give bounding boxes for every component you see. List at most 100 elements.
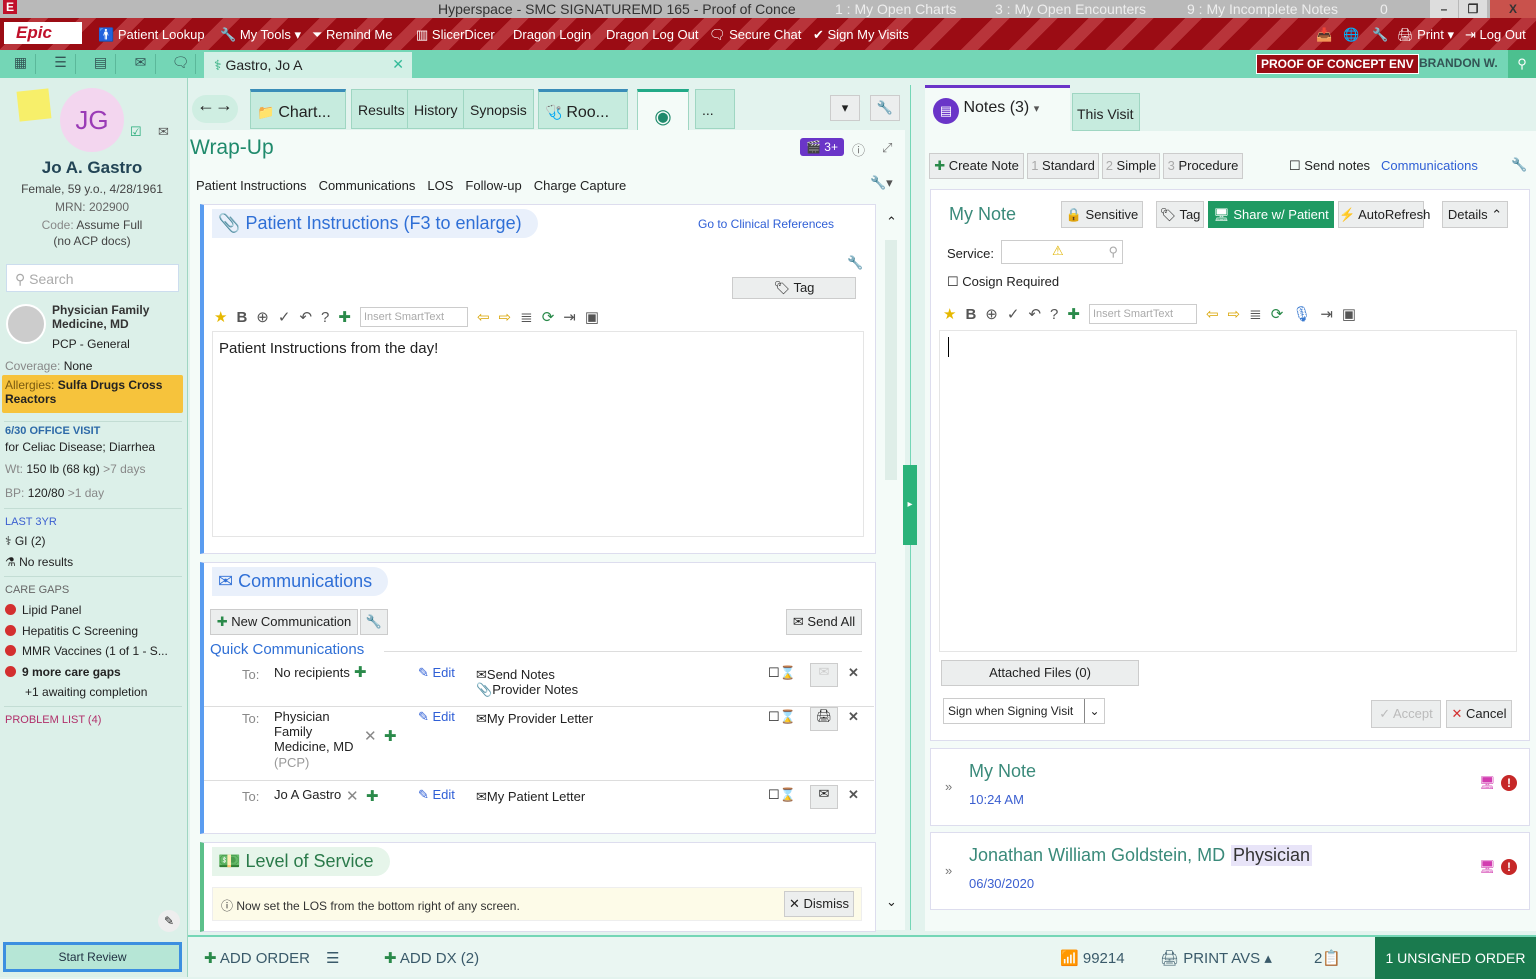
search-icon[interactable]: ⚲	[1508, 50, 1536, 78]
remove-icon[interactable]: ✕	[848, 709, 859, 724]
minimize-button[interactable]: –	[1430, 0, 1458, 18]
clipboard-count[interactable]: 2📋	[1314, 950, 1342, 967]
create-note-button[interactable]: ✚ Create Note	[929, 153, 1024, 179]
schedule-icon[interactable]: ☐⌛	[768, 787, 796, 802]
service-field[interactable]: ⚠ ⚲	[1001, 240, 1123, 264]
menu-secure-chat[interactable]: 🗨 Secure Chat	[709, 27, 802, 42]
remove-icon[interactable]: ✕	[848, 665, 859, 680]
search-icon[interactable]: ⚲	[1108, 244, 1118, 259]
close-tab-icon[interactable]: ✕	[392, 56, 404, 72]
menu-dragon-login[interactable]: Dragon Login	[513, 27, 592, 42]
patient-name[interactable]: Jo A. Gastro	[41, 158, 143, 177]
microphone-icon[interactable]: 🎙	[1292, 306, 1312, 323]
attached-files-button[interactable]: Attached Files (0)	[941, 660, 1139, 686]
template-simple-button[interactable]: 2 Simple	[1102, 153, 1160, 179]
refresh-icon[interactable]: ⟳	[541, 309, 555, 326]
help-icon[interactable]: ⓘ	[852, 143, 866, 158]
refresh-icon[interactable]: ⟳	[1270, 306, 1284, 323]
order-list-icon[interactable]: ☰	[326, 950, 340, 967]
nav-communications[interactable]: Communications	[318, 178, 416, 193]
close-window-button[interactable]: X	[1490, 0, 1536, 18]
smartlink-icon[interactable]: ?	[321, 308, 330, 326]
help-icon[interactable]: 📥	[1316, 27, 1333, 42]
wrench-icon[interactable]: 🔧	[870, 95, 900, 121]
send-all-button[interactable]: ✉ Send All	[786, 609, 862, 635]
tab-more[interactable]: ...	[695, 89, 735, 129]
note-list-item[interactable]: » Jonathan William Goldstein, MD Physici…	[930, 832, 1530, 910]
frame-icon[interactable]: ▣	[1341, 306, 1357, 323]
tag-button[interactable]: 🏷 Tag	[1156, 201, 1204, 228]
next-icon[interactable]: ⇨	[498, 309, 512, 326]
zoom-icon[interactable]: ⊕	[985, 306, 998, 323]
template-standard-button[interactable]: 1 Standard	[1027, 153, 1099, 179]
chevron-down-icon[interactable]: ⌄	[1084, 699, 1104, 723]
add-recipient-icon[interactable]: ✚	[354, 664, 367, 681]
edit-link[interactable]: ✎ Edit	[418, 709, 455, 724]
list-icon[interactable]: ≣	[520, 309, 533, 326]
expand-icon[interactable]: »	[945, 779, 953, 794]
globe-icon[interactable]: 🌐	[1343, 27, 1360, 42]
edit-pencil-icon[interactable]: ✎	[158, 910, 180, 932]
previous-icon[interactable]: ⇦	[476, 309, 490, 326]
schedule-icon[interactable]: ☐⌛	[768, 709, 796, 724]
unsigned-order-button[interactable]: 1 UNSIGNED ORDER	[1375, 937, 1536, 979]
inbox-icon[interactable]: ✉	[126, 54, 156, 74]
open-encounters-link[interactable]: 3 : My Open Encounters	[995, 1, 1146, 17]
expand-icon[interactable]: ⤢	[882, 140, 893, 155]
menu-patient-lookup[interactable]: 🚹 Patient Lookup	[98, 27, 205, 42]
cancel-button[interactable]: ✕ Cancel	[1446, 700, 1512, 728]
tabs-dropdown-icon[interactable]: ▾	[830, 95, 860, 121]
spellcheck-icon[interactable]: ✓	[1006, 306, 1020, 323]
nav-follow-up[interactable]: Follow-up	[465, 178, 522, 193]
care-gap-item[interactable]: Lipid Panel	[5, 603, 81, 617]
tag-button[interactable]: 🏷 Tag	[732, 277, 856, 299]
tab-history[interactable]: History	[407, 89, 465, 129]
sign-option-select[interactable]: Sign when Signing Visit ⌄	[943, 698, 1105, 724]
add-icon[interactable]: ✚	[1067, 306, 1080, 323]
pcp-name[interactable]: Physician Family Medicine, MD	[52, 303, 149, 331]
communications-link[interactable]: Communications	[1381, 158, 1478, 173]
wrench-icon[interactable]: 🔧	[1511, 157, 1528, 172]
spellcheck-icon[interactable]: ✓	[277, 309, 291, 326]
send-notes-checkbox[interactable]: ☐ Send notes	[1289, 158, 1371, 173]
smarttext-input[interactable]: Insert SmartText	[359, 307, 468, 327]
note-text-editor[interactable]	[939, 330, 1517, 652]
allergies-banner[interactable]: Allergies: Sulfa Drugs Cross Reactors	[2, 375, 183, 413]
details-button[interactable]: Details ⌃	[1442, 201, 1508, 228]
bold-icon[interactable]: B	[236, 308, 248, 326]
sticky-note-icon[interactable]	[16, 88, 52, 122]
smartlink-icon[interactable]: ?	[1050, 305, 1059, 323]
video-visit-badge[interactable]: 🎬 3+	[800, 138, 844, 156]
new-communication-button[interactable]: ✚ New Communication	[210, 609, 358, 635]
calendar-icon[interactable]: ▦	[6, 54, 36, 74]
autorefresh-button[interactable]: ⚡ AutoRefresh	[1338, 201, 1430, 228]
undo-icon[interactable]: ↶	[299, 309, 313, 326]
search-input[interactable]: ⚲ Search	[6, 264, 179, 292]
clinical-references-link[interactable]: Go to Clinical References	[698, 217, 835, 231]
favorite-star-icon[interactable]: ★	[943, 306, 957, 323]
add-icon[interactable]: ✚	[338, 309, 351, 326]
scroll-down-icon[interactable]: ⌄	[886, 894, 897, 909]
patient-workspace-tab[interactable]: ⚕ Gastro, Jo A ✕	[204, 52, 412, 78]
tab-this-visit[interactable]: This Visit	[1072, 93, 1140, 131]
nav-los[interactable]: LOS	[427, 178, 454, 193]
menu-dragon-logout[interactable]: Dragon Log Out	[606, 27, 699, 42]
accept-button[interactable]: ✓ Accept	[1371, 700, 1441, 728]
add-order-button[interactable]: ✚ ADD ORDER	[204, 950, 310, 967]
patient-instructions-editor[interactable]: Patient Instructions from the day!	[212, 331, 864, 537]
back-forward-buttons[interactable]: ←→	[192, 95, 238, 123]
user-name[interactable]: BRANDON W.	[1419, 56, 1498, 70]
menu-slicerdicer[interactable]: ▥ SlicerDicer	[416, 27, 495, 42]
logout-button[interactable]: ⇥ Log Out	[1465, 27, 1526, 42]
share-with-patient-button[interactable]: 🖥 Share w/ Patient	[1208, 201, 1334, 228]
panel-splitter-handle[interactable]: ▸	[903, 465, 917, 545]
add-dx-button[interactable]: ✚ ADD DX (2)	[384, 950, 480, 967]
dismiss-button[interactable]: ✕ Dismiss	[784, 891, 854, 917]
tab-synopsis[interactable]: Synopsis	[463, 89, 534, 129]
incomplete-notes-link[interactable]: 9 : My Incomplete Notes	[1187, 1, 1338, 17]
care-gap-item[interactable]: MMR Vaccines (1 of 1 - S...	[5, 644, 168, 658]
epic-menu-button[interactable]: Epic	[4, 22, 82, 44]
schedule-icon[interactable]: ☐⌛	[768, 665, 796, 680]
restore-button[interactable]: ❐	[1459, 0, 1487, 18]
tab-wrap-up[interactable]: ◉	[637, 89, 689, 131]
